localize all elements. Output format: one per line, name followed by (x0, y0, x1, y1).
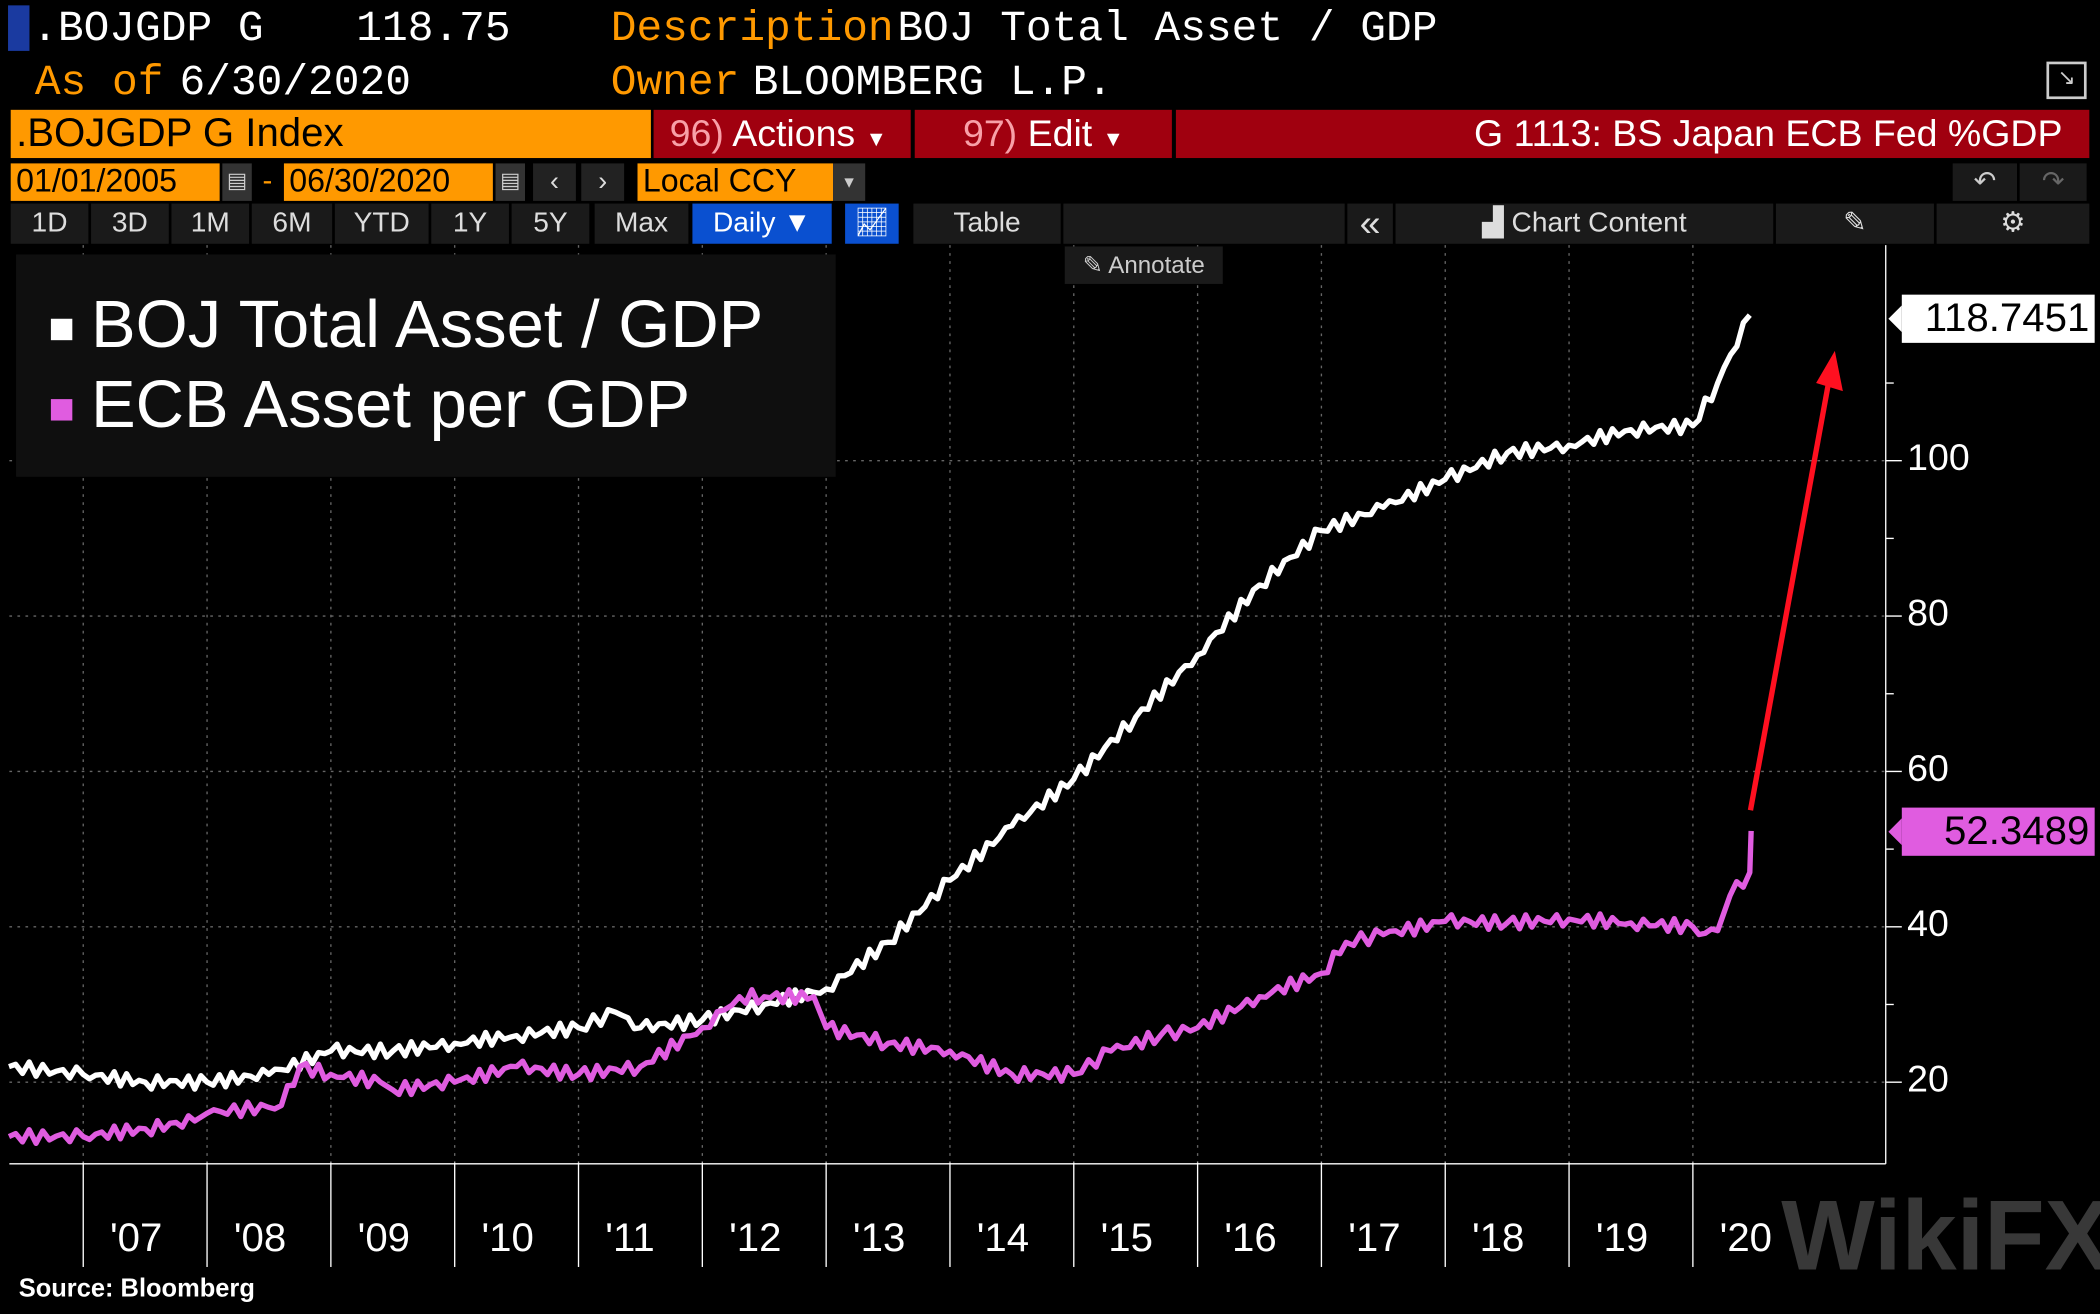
last-value-boj: 118.7451 (1901, 294, 2095, 343)
series-line-boj (8, 313, 1752, 1092)
calendar-icon[interactable]: ▤ (222, 163, 252, 201)
chart-content-icon: ▟ (1482, 207, 1512, 239)
edit-menu[interactable]: 97) Edit ▼ (914, 109, 1172, 159)
last-value-ecb: 52.3489 (1901, 807, 2095, 856)
actions-label: Actions (732, 112, 856, 155)
annotate-label: Annotate (1108, 251, 1205, 279)
y-tick-label: 20 (1907, 1058, 1949, 1100)
end-date-input[interactable]: 06/30/2020 (283, 163, 493, 201)
source-note: Source: Bloomberg (18, 1275, 255, 1304)
y-tick-label: 80 (1907, 591, 1949, 634)
currency-dropdown-icon[interactable]: ▼ (833, 163, 866, 201)
security-field[interactable]: .BOJGDP G Index (10, 109, 651, 159)
chart-content-label: Chart Content (1511, 207, 1687, 239)
legend-label: BOJ Total Asset / GDP (90, 286, 764, 362)
y-tick-label: 100 (1907, 436, 1970, 479)
calendar-icon[interactable]: ▤ (495, 163, 526, 201)
ticker: .BOJGDP G (32, 4, 264, 54)
legend: BOJ Total Asset / GDP ECB Asset per GDP (16, 254, 836, 477)
annotation-arrow (1747, 377, 1833, 811)
owner-label: Owner (610, 57, 740, 108)
range-1y-button[interactable]: 1Y (431, 203, 509, 244)
x-tick-label: '19 (1595, 1216, 1649, 1261)
x-tick-label: '15 (1100, 1216, 1153, 1261)
ticker-marker (8, 5, 30, 51)
x-tick-label: '07 (110, 1216, 163, 1261)
edit-number: 97) (962, 112, 1018, 155)
legend-item-ecb: ECB Asset per GDP (50, 364, 691, 444)
x-tick-label: '10 (481, 1216, 534, 1261)
legend-item-boj: BOJ Total Asset / GDP (50, 284, 764, 364)
series-line-ecb (7, 830, 1754, 1147)
edit-label: Edit (1027, 112, 1093, 155)
x-tick-label: '14 (976, 1216, 1030, 1261)
redo-button[interactable]: ↷ (2019, 163, 2087, 201)
x-tick-label: '12 (729, 1216, 782, 1261)
boj-marker (1888, 305, 1902, 333)
actions-number: 96) (669, 112, 724, 155)
description-label: Description (610, 4, 894, 54)
range-ytd-button[interactable]: YTD (334, 203, 429, 244)
annotate-button[interactable]: ✎ Annotate (1064, 246, 1223, 284)
caret-down-icon: ▼ (865, 128, 887, 152)
actions-menu[interactable]: 96) Actions ▼ (653, 109, 911, 159)
description-value: BOJ Total Asset / GDP (897, 4, 1438, 54)
currency-select[interactable]: Local CCY (637, 163, 834, 201)
x-tick-label: '17 (1348, 1216, 1401, 1261)
last-value: 118.75 (356, 4, 511, 54)
ecb-marker (1888, 818, 1902, 846)
range-1m-button[interactable]: 1M (171, 203, 250, 244)
arrow-head (1816, 350, 1843, 392)
range-6m-button[interactable]: 6M (251, 203, 333, 244)
undo-button[interactable]: ↶ (1952, 163, 2017, 201)
owner-value: BLOOMBERG L.P. (752, 57, 1113, 108)
frequency-select[interactable]: Daily ▼ (692, 203, 832, 244)
x-tick-label: '13 (852, 1216, 906, 1261)
toolbar-spacer (1063, 203, 1345, 244)
chart-content-button[interactable]: ▟ Chart Content (1395, 203, 1774, 244)
legend-label: ECB Asset per GDP (90, 366, 691, 442)
y-tick-label: 40 (1907, 902, 1949, 945)
table-button[interactable]: Table (913, 203, 1061, 244)
next-period-button[interactable]: › (581, 163, 625, 201)
prev-period-button[interactable]: ‹ (533, 163, 576, 201)
range-3d-button[interactable]: 3D (91, 203, 169, 244)
wikifx-watermark: WikiFX (1781, 1179, 2100, 1292)
function-title: G 1113: BS Japan ECB Fed %GDP (1175, 109, 2090, 159)
x-tick-label: '11 (605, 1216, 655, 1261)
start-date-input[interactable]: 01/01/2005 (10, 163, 220, 201)
x-tick-label: '08 (233, 1216, 287, 1261)
x-tick-label: '16 (1224, 1216, 1277, 1261)
legend-swatch (50, 318, 73, 340)
edit-chart-icon[interactable]: ✎ (1775, 203, 1934, 244)
x-tick-label: '18 (1472, 1216, 1525, 1261)
x-tick-label: '09 (357, 1216, 411, 1261)
line-chart-icon[interactable]: 📈︎ (845, 203, 899, 244)
range-1d-button[interactable]: 1D (10, 203, 89, 244)
date-separator: - (262, 163, 273, 197)
asof-value: 6/30/2020 (179, 57, 411, 108)
x-tick-label: '20 (1719, 1216, 1773, 1261)
range-5y-button[interactable]: 5Y (511, 203, 590, 244)
caret-down-icon: ▼ (1102, 128, 1124, 152)
range-max-button[interactable]: Max (594, 203, 689, 244)
y-tick-label: 60 (1907, 747, 1949, 789)
gear-icon[interactable]: ⚙ (1936, 203, 2090, 244)
collapse-button[interactable]: « (1347, 203, 1393, 244)
asof-label: As of (34, 57, 164, 108)
popout-icon[interactable]: ↘ (2046, 61, 2087, 100)
legend-swatch (50, 398, 73, 421)
